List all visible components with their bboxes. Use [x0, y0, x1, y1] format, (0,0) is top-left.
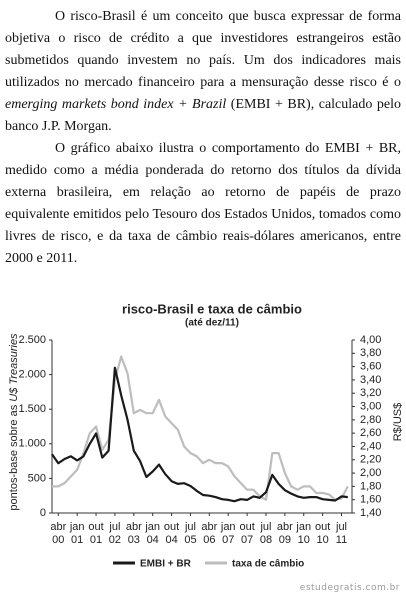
legend-label: taxa de câmbio — [232, 559, 304, 570]
x-tick-label: jan — [144, 521, 160, 533]
x-tick-label: 01 — [90, 534, 102, 546]
x-tick-label: out — [239, 521, 254, 533]
chart-title: risco-Brasil e taxa de câmbio — [122, 301, 302, 316]
y2-tick-label: 3,80 — [360, 347, 381, 359]
watermark: estudegratis.com.br — [299, 583, 400, 593]
y2-tick-label: 2,00 — [360, 467, 381, 479]
x-tick-label: 05 — [184, 534, 196, 546]
text: U$ Treasuries — [8, 333, 20, 402]
x-tick-label: 03 — [128, 534, 140, 546]
y-tick-label: 1.500 — [18, 403, 46, 415]
x-tick-label: 02 — [109, 534, 121, 546]
y2-tick-label: 2,20 — [360, 454, 381, 466]
x-tick-label: jan — [295, 521, 311, 533]
x-tick-label: 04 — [147, 534, 159, 546]
x-tick-label: 07 — [222, 534, 234, 546]
x-tick-label: out — [88, 521, 103, 533]
text-block: O risco-Brasil é um conceito que busca e… — [5, 6, 401, 270]
legend-label: EMBI + BR — [140, 559, 192, 570]
y2-tick-label: 4,00 — [360, 334, 381, 346]
x-tick-label: 07 — [241, 534, 253, 546]
y2-tick-label: 1,40 — [360, 507, 381, 519]
x-tick-label: abr — [126, 521, 142, 533]
y2-tick-label: 2,60 — [360, 427, 381, 439]
chart-subtitle: (até dez/11) — [185, 318, 239, 329]
y-axis-label: pontos-base sobre as U$ Treasuries — [8, 333, 20, 511]
y2-tick-label: 3,00 — [360, 400, 381, 412]
x-tick-label: jul — [108, 521, 120, 533]
x-tick-label: 10 — [317, 534, 329, 546]
y-tick-label: 2.500 — [18, 334, 46, 346]
y2-tick-label: 2,40 — [360, 440, 381, 452]
x-tick-label: 04 — [165, 534, 177, 546]
x-tick-label: 11 — [336, 534, 347, 546]
text: emerging markets bond index + Brazil — [5, 97, 227, 112]
y-tick-label: 2.000 — [18, 369, 46, 381]
y2-tick-label: 3,40 — [360, 374, 381, 386]
y2-tick-label: 3,60 — [360, 361, 381, 373]
y2-tick-label: 1,80 — [360, 480, 381, 492]
y2-tick-label: 1,60 — [360, 494, 381, 506]
x-tick-label: 08 — [260, 534, 272, 546]
x-tick-label: abr — [277, 521, 293, 533]
x-tick-label: jan — [220, 521, 236, 533]
x-tick-label: jul — [184, 521, 196, 533]
y2-tick-label: 2,80 — [360, 414, 381, 426]
x-tick-label: 06 — [203, 534, 215, 546]
x-tick-label: jul — [259, 521, 271, 533]
x-tick-label: jul — [335, 521, 347, 533]
x-tick-label: 10 — [298, 534, 310, 546]
y2-axis-label: R$/US$ — [392, 403, 404, 442]
paragraph: O risco-Brasil é um conceito que busca e… — [5, 6, 401, 138]
x-tick-label: jan — [69, 521, 85, 533]
text: O gráfico abaixo ilustra o comportamento… — [5, 141, 401, 266]
data-line — [51, 366, 348, 503]
x-tick-label: 00 — [52, 534, 64, 546]
paragraph: O gráfico abaixo ilustra o comportamento… — [5, 138, 401, 270]
x-tick-label: abr — [201, 521, 217, 533]
x-tick-label: 09 — [279, 534, 291, 546]
chart: risco-Brasil e taxa de câmbio (até dez/1… — [8, 301, 404, 570]
x-tick-label: 01 — [71, 534, 83, 546]
data-line — [52, 355, 349, 501]
y2-tick-label: 3,20 — [360, 387, 381, 399]
x-tick-label: abr — [50, 521, 66, 533]
x-tick-label: out — [315, 521, 330, 533]
y-tick-label: 500 — [28, 472, 46, 484]
y-tick-label: 1.000 — [18, 438, 46, 450]
x-tick-label: out — [164, 521, 179, 533]
text: O risco-Brasil é um conceito que busca e… — [5, 9, 401, 90]
y-tick-label: 0 — [40, 507, 46, 519]
text: pontos-base sobre as — [8, 402, 20, 511]
text: (EMBI + BR), calculado pelo banco J.P. M… — [5, 97, 401, 134]
